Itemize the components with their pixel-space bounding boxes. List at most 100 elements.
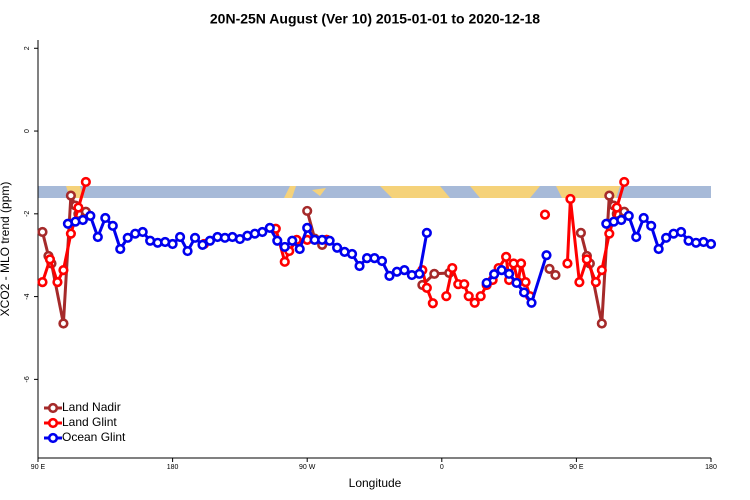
legend-swatch	[47, 417, 59, 429]
x-tick-label: 90 E	[31, 464, 46, 471]
data-point	[427, 298, 438, 309]
data-point	[575, 227, 586, 238]
x-tick-label: 180	[167, 464, 179, 471]
data-point	[544, 263, 555, 274]
data-point	[646, 220, 657, 231]
data-point	[346, 248, 358, 260]
data-point	[204, 235, 216, 246]
data-point	[520, 277, 531, 288]
y-tick-label: -6	[24, 376, 31, 382]
data-point	[279, 241, 290, 253]
data-point	[489, 269, 500, 280]
data-point	[52, 277, 63, 288]
data-point	[596, 265, 607, 276]
data-point	[107, 220, 118, 231]
legend-swatch	[47, 432, 59, 444]
data-point	[189, 232, 201, 243]
land-strip	[66, 186, 620, 198]
data-point	[623, 210, 634, 221]
data-point	[675, 226, 687, 238]
data-point	[37, 277, 48, 288]
data-point	[294, 243, 305, 255]
legend-swatch	[47, 402, 59, 414]
y-axis-label: XCO2 - MLO trend (ppm)	[0, 182, 12, 317]
data-point	[653, 243, 664, 255]
data-point	[631, 231, 642, 243]
data-point	[504, 268, 515, 279]
data-point	[73, 202, 84, 213]
data-point	[604, 190, 615, 201]
data-point	[137, 226, 148, 238]
data-point	[565, 193, 576, 205]
data-point	[611, 202, 622, 213]
data-point	[496, 265, 507, 276]
data-point	[167, 238, 178, 250]
data-point	[302, 205, 313, 217]
data-point	[384, 270, 395, 282]
data-point	[354, 260, 365, 272]
data-point	[459, 279, 470, 290]
data-point	[279, 256, 290, 267]
data-point	[421, 227, 432, 238]
data-point	[376, 255, 388, 267]
data-point	[604, 228, 615, 239]
data-point	[302, 222, 313, 233]
data-point	[616, 214, 627, 226]
data-point	[562, 258, 573, 269]
data-point	[596, 318, 607, 329]
data-point	[429, 268, 440, 279]
data-point	[447, 262, 458, 274]
y-tick-label: -2	[24, 211, 31, 217]
data-point	[122, 232, 133, 243]
series-line	[41, 194, 625, 325]
data-point	[475, 291, 486, 302]
data-point	[85, 210, 96, 221]
data-point	[182, 245, 193, 257]
data-point	[65, 228, 77, 239]
data-point	[619, 176, 630, 188]
data-point	[511, 277, 522, 289]
data-point	[92, 231, 103, 243]
data-point	[264, 222, 275, 233]
data-point	[332, 242, 343, 253]
data-point	[590, 277, 601, 288]
x-tick-label: 90 E	[569, 464, 584, 471]
data-point	[515, 258, 527, 269]
y-tick-label: -4	[24, 293, 31, 299]
data-point	[463, 291, 474, 302]
chart-title: 20N-25N August (Ver 10) 2015-01-01 to 20…	[210, 11, 540, 27]
y-tick-label: 2	[24, 46, 31, 50]
data-point	[44, 254, 56, 265]
data-point	[414, 268, 425, 279]
x-tick-label: 90 W	[299, 464, 316, 471]
data-point	[65, 190, 77, 201]
data-point	[197, 239, 208, 250]
data-point	[421, 282, 432, 294]
x-tick-label: 0	[440, 464, 444, 471]
data-point	[58, 265, 69, 276]
data-point	[574, 277, 585, 288]
data-point	[399, 265, 410, 276]
legend-label: Land Nadir	[62, 400, 121, 414]
data-point	[501, 251, 512, 262]
data-point	[541, 250, 552, 261]
data-point	[581, 254, 592, 265]
x-tick-label: 180	[705, 464, 717, 471]
data-point	[518, 287, 530, 298]
legend-label: Ocean Glint	[62, 430, 126, 444]
data-point	[539, 209, 551, 220]
data-point	[441, 291, 452, 302]
data-point	[469, 297, 480, 308]
data-point	[272, 235, 283, 246]
data-point	[526, 297, 537, 308]
data-point	[174, 231, 186, 243]
data-point	[77, 214, 88, 226]
data-point	[481, 277, 492, 289]
data-point	[80, 176, 91, 188]
data-point	[705, 238, 717, 250]
series-line	[67, 214, 712, 305]
data-point	[58, 318, 69, 329]
data-point	[550, 269, 561, 281]
